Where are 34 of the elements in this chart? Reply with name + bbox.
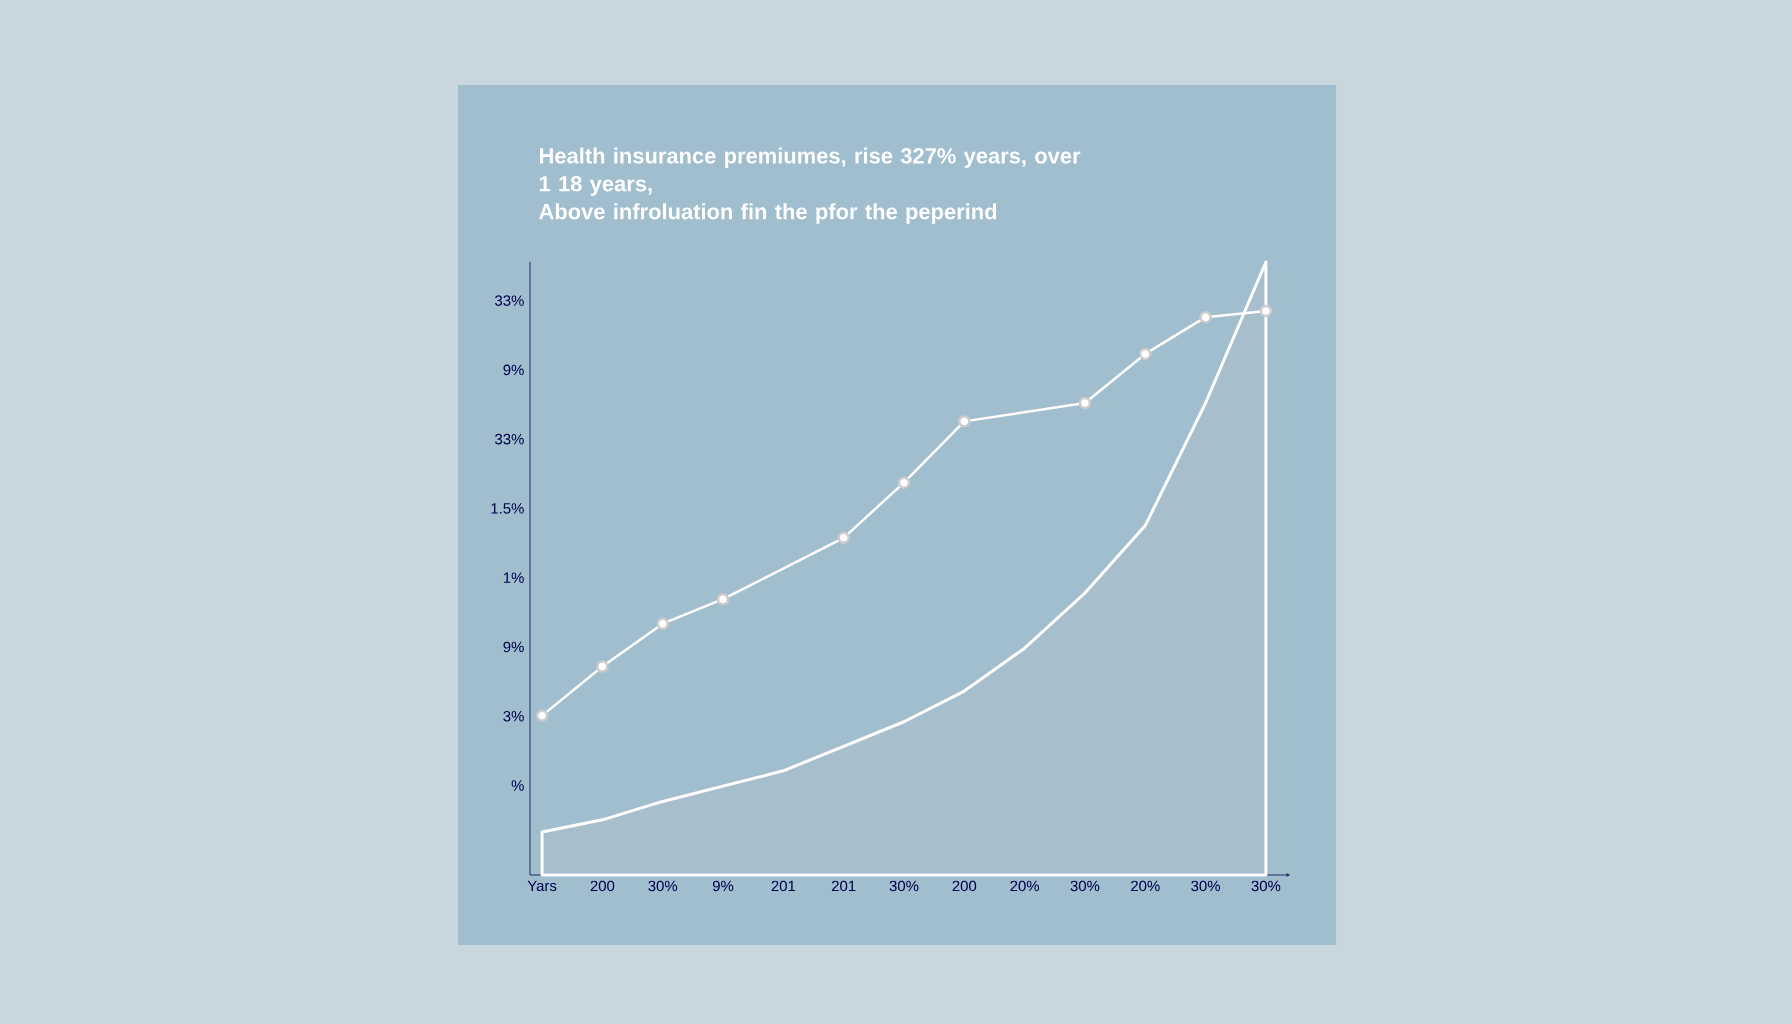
x-tick-label: 20% (1131, 880, 1160, 892)
point (1078, 396, 1092, 410)
x-tick-label: Yars (527, 880, 557, 892)
point (837, 531, 850, 545)
x-tick-label: 201 (771, 880, 796, 892)
x-tick-label: 9% (712, 880, 734, 892)
text: 9% (503, 641, 524, 653)
text: 3% (503, 710, 524, 722)
text: 9% (503, 364, 524, 376)
chart-subtitle: Above infroluation fin the pfor the peperind (539, 203, 997, 224)
point (897, 476, 911, 489)
x-tick-label: 20% (1010, 880, 1040, 892)
text: 33% (495, 433, 524, 445)
x-tick-label: 30% (1070, 880, 1100, 892)
text: 33% (495, 295, 524, 306)
text: 1% (503, 572, 524, 583)
chart-title: Health insurance premiumes, rise 327% years, over 1 18 years, (539, 147, 1081, 196)
x-tick-label: 200 (952, 880, 977, 892)
point (535, 709, 549, 722)
text: % (511, 780, 524, 791)
point (656, 617, 669, 630)
point (1259, 304, 1273, 318)
x-tick-label: 201 (831, 880, 856, 892)
point (1199, 310, 1212, 324)
x-tick-label: 30% (648, 880, 678, 892)
point (1139, 347, 1152, 361)
text: 1.5% (491, 503, 524, 514)
x-tick-label: 30% (1191, 880, 1220, 892)
point (716, 592, 730, 606)
x-tick-label: 30% (1251, 880, 1281, 892)
point (958, 415, 971, 428)
x-tick-label: 30% (889, 880, 919, 892)
x-tick-label: 200 (590, 880, 615, 892)
point (596, 660, 609, 673)
